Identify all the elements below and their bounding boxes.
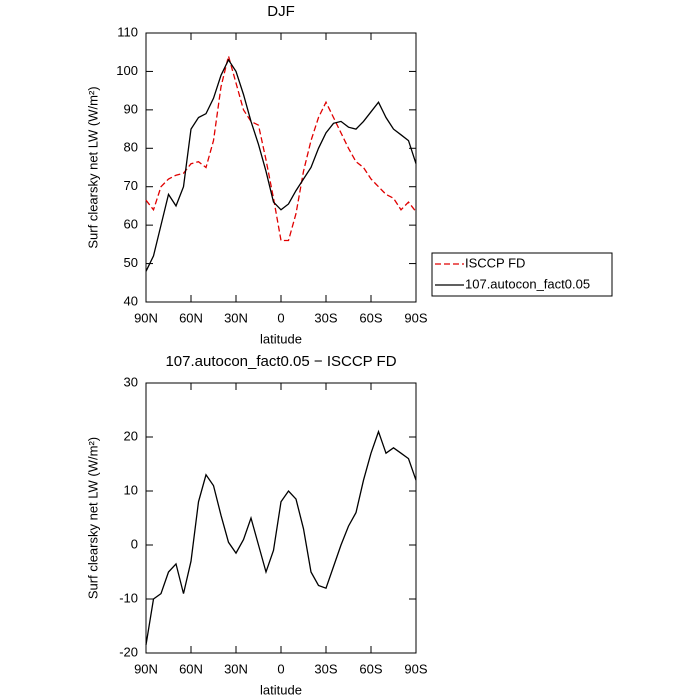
y-tick-label: 70 [124, 178, 138, 193]
y-tick-label: 0 [131, 536, 138, 551]
x-axis-label: latitude [260, 331, 302, 346]
x-tick-label: 90N [134, 310, 158, 325]
line-series [145, 429, 417, 646]
x-tick-label: 90N [134, 661, 158, 676]
line-series [145, 53, 417, 242]
y-tick-label: 20 [124, 428, 138, 443]
x-tick-label: 60S [359, 661, 382, 676]
y-axis-label: Surf clearsky net LW (W/m²) [85, 86, 100, 248]
x-tick-label: 30S [314, 661, 337, 676]
x-tick-label: 60N [179, 310, 203, 325]
plot-frame [145, 382, 417, 654]
chart-title: 107.autocon_fact0.05 − ISCCP FD [165, 353, 396, 370]
x-tick-label: 90S [404, 310, 427, 325]
x-axis-label: latitude [260, 682, 302, 697]
legend-box [431, 252, 613, 297]
y-tick-label: 90 [124, 101, 138, 116]
y-tick-label: 100 [116, 63, 138, 78]
y-tick-label: 40 [124, 293, 138, 308]
y-axis-label: Surf clearsky net LW (W/m²) [85, 437, 100, 599]
x-tick-label: 30N [224, 310, 248, 325]
x-tick-label: 60N [179, 661, 203, 676]
legend-label: ISCCP FD [465, 255, 525, 270]
legend-label: 107.autocon_fact0.05 [465, 276, 590, 291]
y-tick-label: 10 [124, 482, 138, 497]
x-tick-label: 60S [359, 310, 382, 325]
line-series [145, 58, 417, 272]
x-tick-label: 90S [404, 661, 427, 676]
y-tick-label: 110 [117, 24, 138, 39]
x-tick-label: 30N [224, 661, 248, 676]
y-tick-label: 50 [124, 255, 138, 270]
y-tick-label: -10 [119, 590, 138, 605]
x-tick-label: 0 [277, 661, 284, 676]
x-tick-label: 30S [314, 310, 337, 325]
x-tick-label: 0 [277, 310, 284, 325]
y-tick-label: -20 [119, 644, 138, 659]
chart-title: DJF [267, 3, 295, 20]
y-tick-label: 80 [124, 140, 138, 155]
y-tick-label: 30 [124, 374, 138, 389]
y-tick-label: 60 [124, 217, 138, 232]
